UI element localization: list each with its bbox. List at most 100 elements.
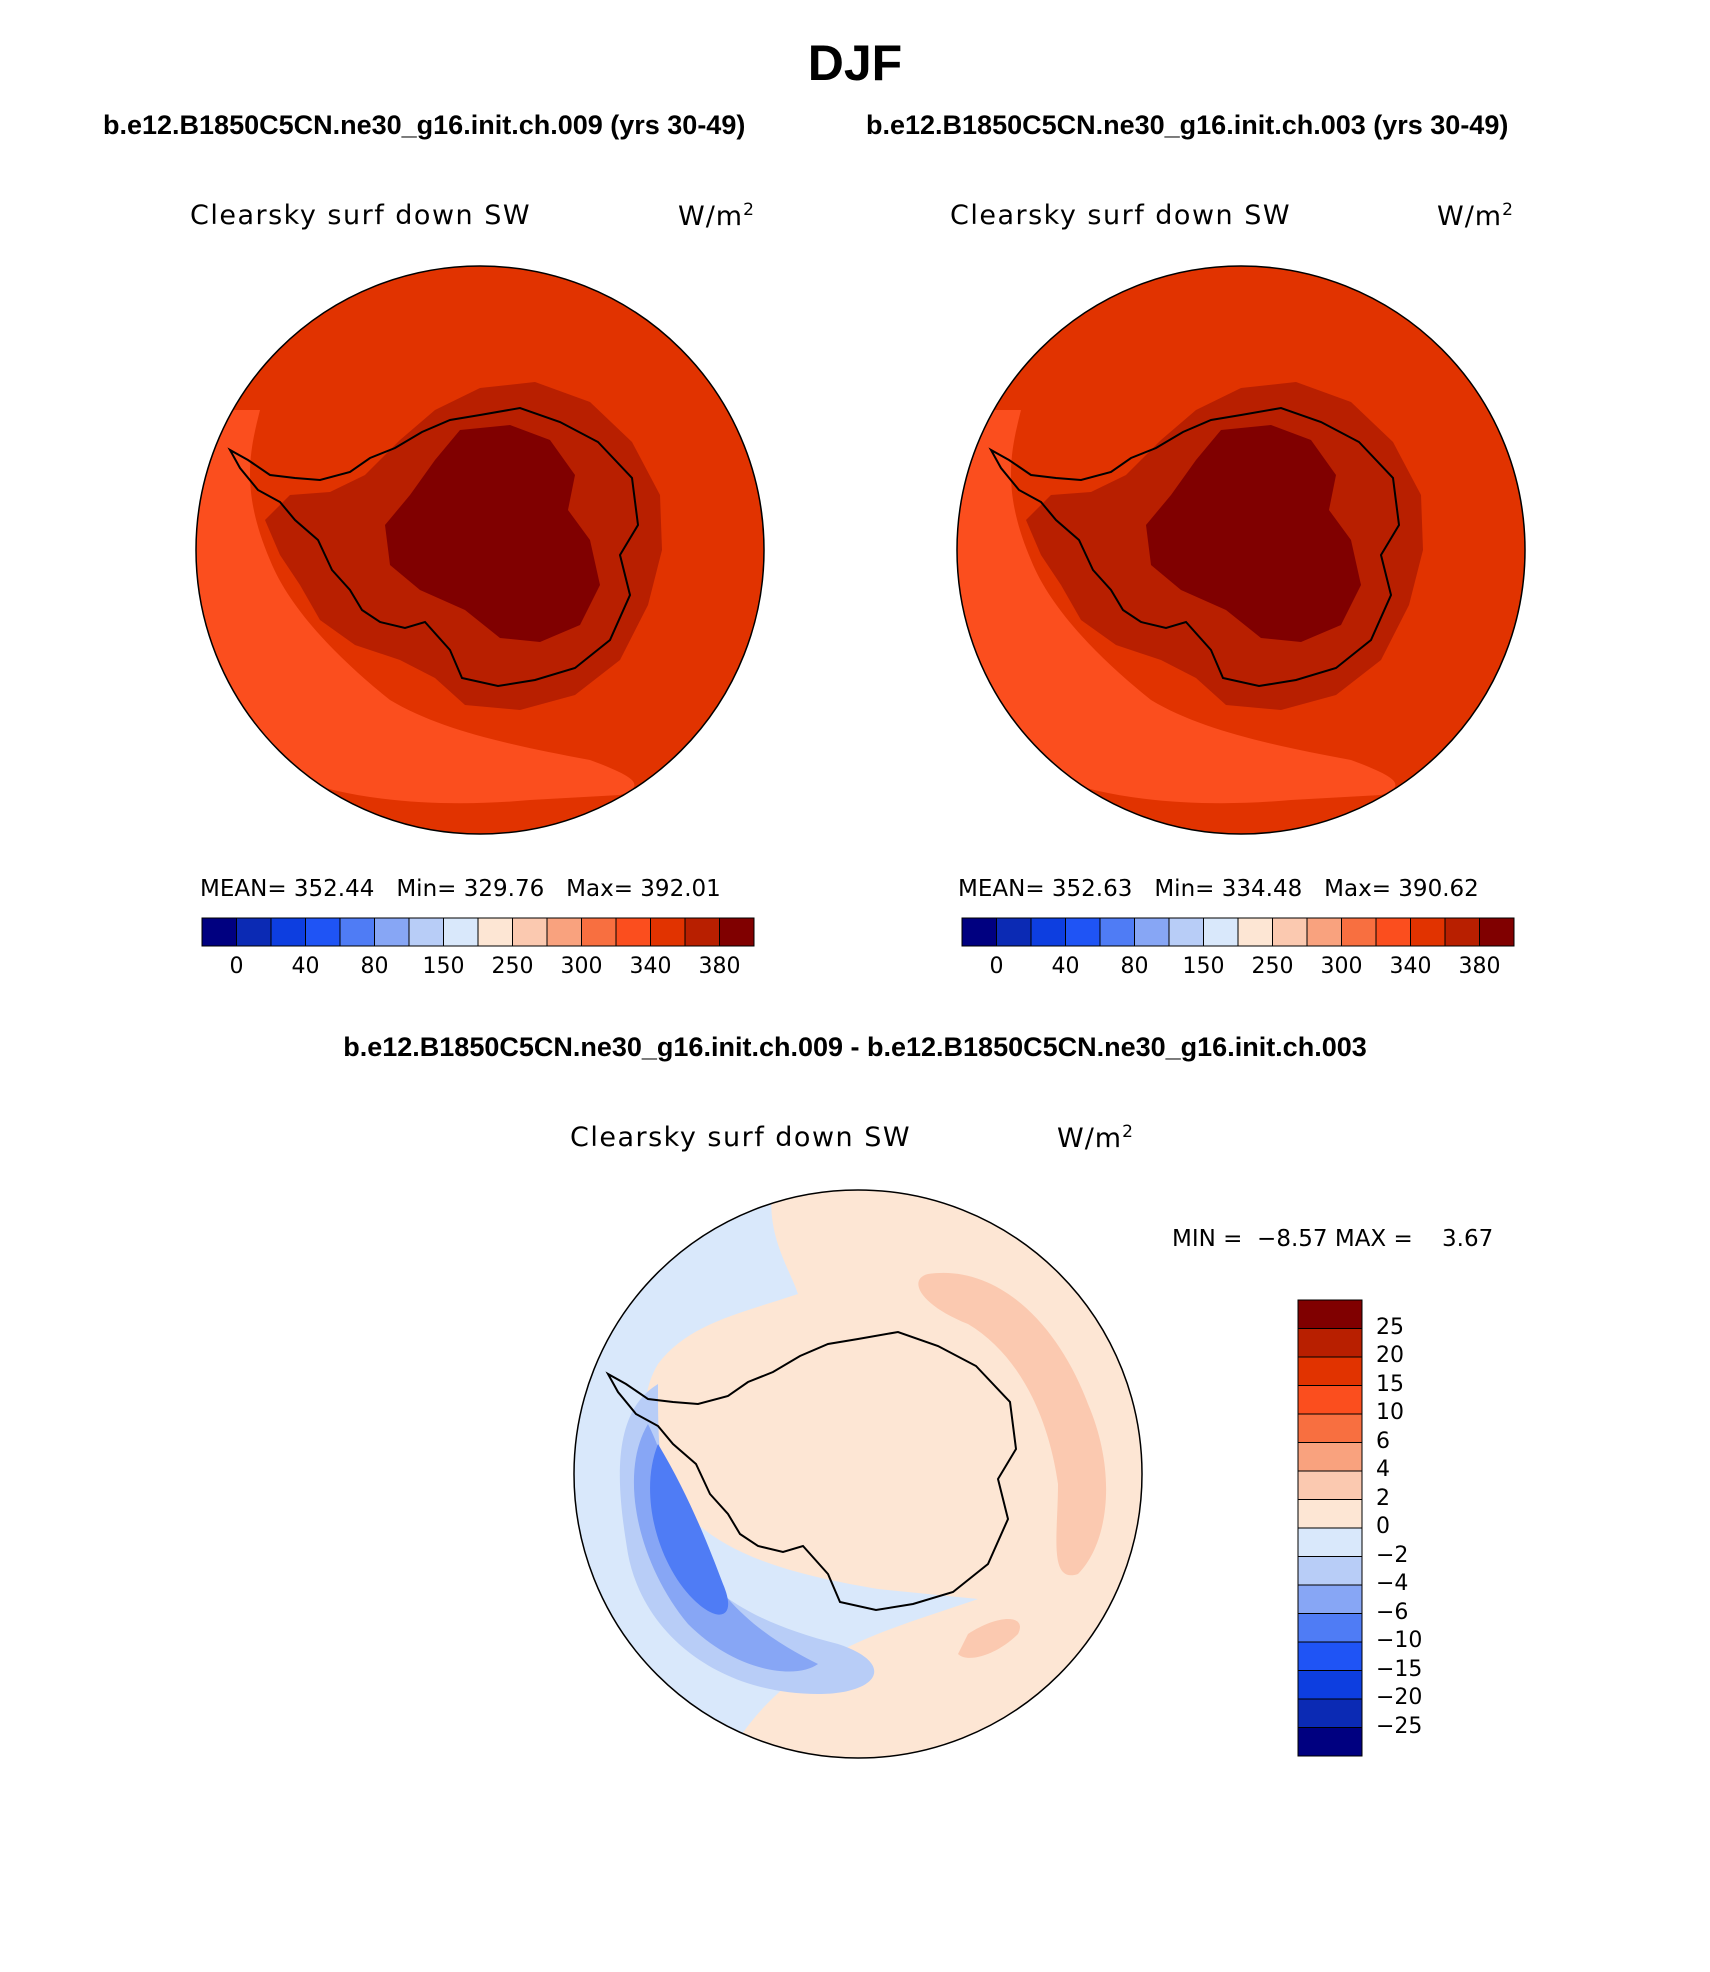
panel1-colorbar-tick: 340 <box>629 954 672 979</box>
panel2-colorbar-tick: 150 <box>1182 954 1225 979</box>
panel2-colorbar-swatch <box>1030 917 1066 947</box>
panel2-colorbar-tick: 40 <box>1051 954 1080 979</box>
panel3-colorbar-tick: 20 <box>1376 1343 1404 1368</box>
panel3-colorbar-swatch <box>1297 1641 1363 1671</box>
panel1-colorbar-swatch <box>719 917 755 947</box>
panel3-negative-strong-region <box>633 1424 818 1672</box>
panel3-max: 3.67 <box>1442 1226 1494 1252</box>
panel1-colorbar-swatch <box>477 917 513 947</box>
panel2-colorbar-swatch <box>996 917 1032 947</box>
panel1-colorbar-swatch <box>443 917 479 947</box>
figure-title: DJF <box>807 35 903 91</box>
panel2-colorbar-swatch <box>1306 917 1342 947</box>
panel1-variable-label: Clearsky surf down SW <box>190 200 532 231</box>
panel1-colorbar-swatch <box>546 917 582 947</box>
panel3-colorbar-swatch <box>1297 1413 1363 1443</box>
panel2-colorbar-swatch <box>1410 917 1446 947</box>
panel1-colorbar-tick: 40 <box>291 954 320 979</box>
panel3-colorbar-tick: −4 <box>1376 1571 1409 1596</box>
panel3-colorbar-tick: 15 <box>1376 1371 1404 1397</box>
panel3-colorbar-swatch <box>1297 1470 1363 1500</box>
panel1-colorbar-tick: 380 <box>698 954 741 979</box>
panel2-ocean-low-region <box>957 410 1396 804</box>
panel1-colorbar-swatch <box>374 917 410 947</box>
panel3-map <box>574 1190 1142 1758</box>
panel2-colorbar-swatch <box>1237 917 1273 947</box>
panel2-map <box>957 266 1525 834</box>
right-case-title: b.e12.B1850C5CN.ne30_g16.init.ch.003 (yr… <box>866 110 1509 140</box>
panel2-variable-label: Clearsky surf down SW <box>950 200 1292 231</box>
panel1-colorbar-swatch <box>270 917 306 947</box>
panel3-colorbar-swatch <box>1297 1613 1363 1643</box>
panel2-colorbar-swatch <box>1479 917 1515 947</box>
panel2-colorbar-tick: 0 <box>989 954 1004 979</box>
panel3-colorbar-tick: −25 <box>1376 1713 1423 1739</box>
panel3-stats: MIN = −8.57 MAX = 3.67 <box>1172 1226 1494 1252</box>
panel3-positive-small-region <box>958 1619 1020 1658</box>
panel3-positive-mid-region <box>918 1272 1107 1576</box>
panel2-colorbar-swatch <box>1375 917 1411 947</box>
panel1-colorbar-tick: 250 <box>491 954 534 979</box>
panel3-colorbar-swatch <box>1297 1584 1363 1614</box>
panel2-units: W/m2 <box>1437 200 1514 232</box>
panel1-min: 329.76 <box>463 876 545 902</box>
panel2-colorbar-tick: 300 <box>1320 954 1363 979</box>
panel3-colorbar-swatch <box>1297 1556 1363 1586</box>
panel3-colorbar-swatch <box>1297 1727 1363 1757</box>
panel1-map <box>196 266 764 834</box>
panel2-colorbar-tick: 380 <box>1458 954 1501 979</box>
panel2-max: 390.62 <box>1398 876 1479 902</box>
panel2-colorbar-swatch <box>1065 917 1101 947</box>
panel1-colorbar-swatch <box>305 917 341 947</box>
panel3-variable-label: Clearsky surf down SW <box>570 1122 912 1153</box>
panel3-colorbar-tick: 25 <box>1376 1314 1404 1340</box>
panel3-min: −8.57 <box>1257 1226 1328 1252</box>
panel2-map-border <box>956 265 1526 835</box>
panel2-stats: MEAN= 352.63 Min= 334.48 Max= 390.62 <box>958 876 1479 902</box>
panel1-stats: MEAN= 352.44 Min= 329.76 Max= 392.01 <box>200 876 721 902</box>
difference-title: b.e12.B1850C5CN.ne30_g16.init.ch.009 - b… <box>343 1032 1367 1062</box>
panel2-colorbar-swatch <box>1341 917 1377 947</box>
panel3-colorbar-tick: 4 <box>1376 1457 1390 1482</box>
panel1-colorbar-tick: 0 <box>229 954 244 979</box>
panel2-colorbar-swatch <box>1168 917 1204 947</box>
panel3-colorbar-tick: −20 <box>1376 1685 1423 1710</box>
panel3-colorbar-swatch <box>1297 1527 1363 1557</box>
panel1-coastline <box>227 406 640 688</box>
panel1-interior-region <box>385 425 600 642</box>
left-case-title: b.e12.B1850C5CN.ne30_g16.init.ch.009 (yr… <box>103 110 746 140</box>
panel3-colorbar-swatch <box>1297 1499 1363 1529</box>
panel2-colorbar-swatch <box>1203 917 1239 947</box>
panel3-colorbar-swatch <box>1297 1698 1363 1728</box>
panel3-colorbar-tick: −6 <box>1376 1599 1409 1625</box>
panel1-colorbar-swatch <box>339 917 375 947</box>
panel2-mean: 352.63 <box>1051 876 1133 902</box>
panel1-max: 392.01 <box>640 876 721 902</box>
panel3-colorbar-tick: 10 <box>1376 1400 1404 1425</box>
panel1-colorbar-swatch <box>408 917 444 947</box>
panel3-colorbar-tick: 2 <box>1376 1485 1390 1511</box>
panel2-colorbar-swatch <box>1444 917 1480 947</box>
panel3-colorbar-tick: −10 <box>1376 1628 1423 1653</box>
panel3-colorbar-swatch <box>1297 1299 1363 1329</box>
panel3-colorbar-swatch <box>1297 1328 1363 1358</box>
panel1-colorbar-swatch <box>512 917 548 947</box>
panel2-colorbar-tick: 340 <box>1389 954 1432 979</box>
panel2-interior-region <box>1146 425 1361 642</box>
panel2-colorbar-swatch <box>1134 917 1170 947</box>
panel1-colorbar-tick: 300 <box>560 954 603 979</box>
panel1-colorbar-swatch <box>236 917 272 947</box>
panel1-colorbar-swatch <box>581 917 617 947</box>
panel2-colorbar-swatch <box>1272 917 1308 947</box>
panel2-colorbar-swatch <box>1099 917 1135 947</box>
panel3-colorbar-swatch <box>1297 1356 1363 1386</box>
panel3-negative-core-region <box>650 1444 729 1615</box>
panel3-units: W/m2 <box>1057 1122 1134 1154</box>
panel2-colorbar-swatch <box>961 917 997 947</box>
panel2-colorbar-tick: 80 <box>1120 954 1149 979</box>
panel2-colorbar-tick: 250 <box>1251 954 1294 979</box>
panel1-colorbar-swatch <box>615 917 651 947</box>
panel1-map-border <box>195 265 765 835</box>
panel1-units: W/m2 <box>678 200 755 232</box>
